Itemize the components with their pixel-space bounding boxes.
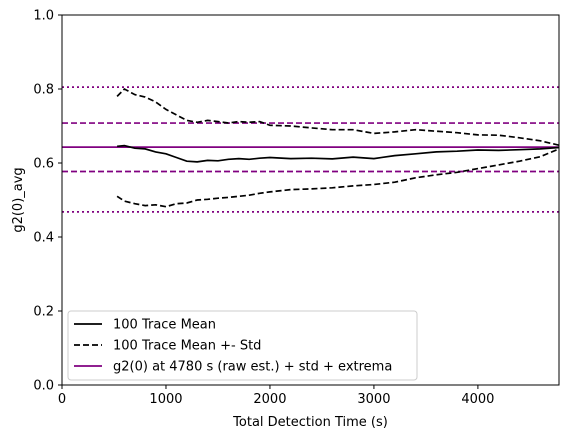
y-tick-label: 0.4 (33, 231, 54, 246)
y-tick-label: 0.0 (33, 379, 54, 394)
series-line-2 (116, 148, 559, 208)
legend-label: 100 Trace Mean +- Std (113, 339, 261, 354)
x-axis-label: Total Detection Time (s) (232, 415, 388, 430)
legend-box (67, 310, 418, 381)
x-tick-label: 2000 (253, 392, 286, 407)
y-tick-label: 0.8 (33, 83, 54, 98)
x-tick-label: 3000 (357, 392, 390, 407)
y-tick-label: 0.6 (33, 157, 54, 172)
plot-inner (62, 86, 559, 213)
x-tick-label: 4000 (461, 392, 494, 407)
x-tick-label: 1000 (149, 392, 182, 407)
legend-label: g2(0) at 4780 s (raw est.) + std + extre… (113, 360, 392, 375)
axes: 0 1000 2000 3000 4000 0.0 0.2 0.4 0.6 0.8 1.0 (33, 9, 560, 407)
series-line-1 (116, 87, 559, 147)
axes-frame (61, 14, 560, 386)
legend-label: 100 Trace Mean (113, 318, 216, 333)
y-tick-label: 1.0 (33, 9, 54, 24)
x-tick-label: 0 (58, 392, 66, 407)
y-axis-label: g2(0)_avg (11, 167, 26, 232)
plot-area (62, 86, 559, 213)
y-tick-label: 0.2 (33, 305, 54, 320)
series-line-0 (117, 144, 559, 163)
legend: 100 Trace Mean 100 Trace Mean +- Std g2(0)… (67, 310, 418, 381)
